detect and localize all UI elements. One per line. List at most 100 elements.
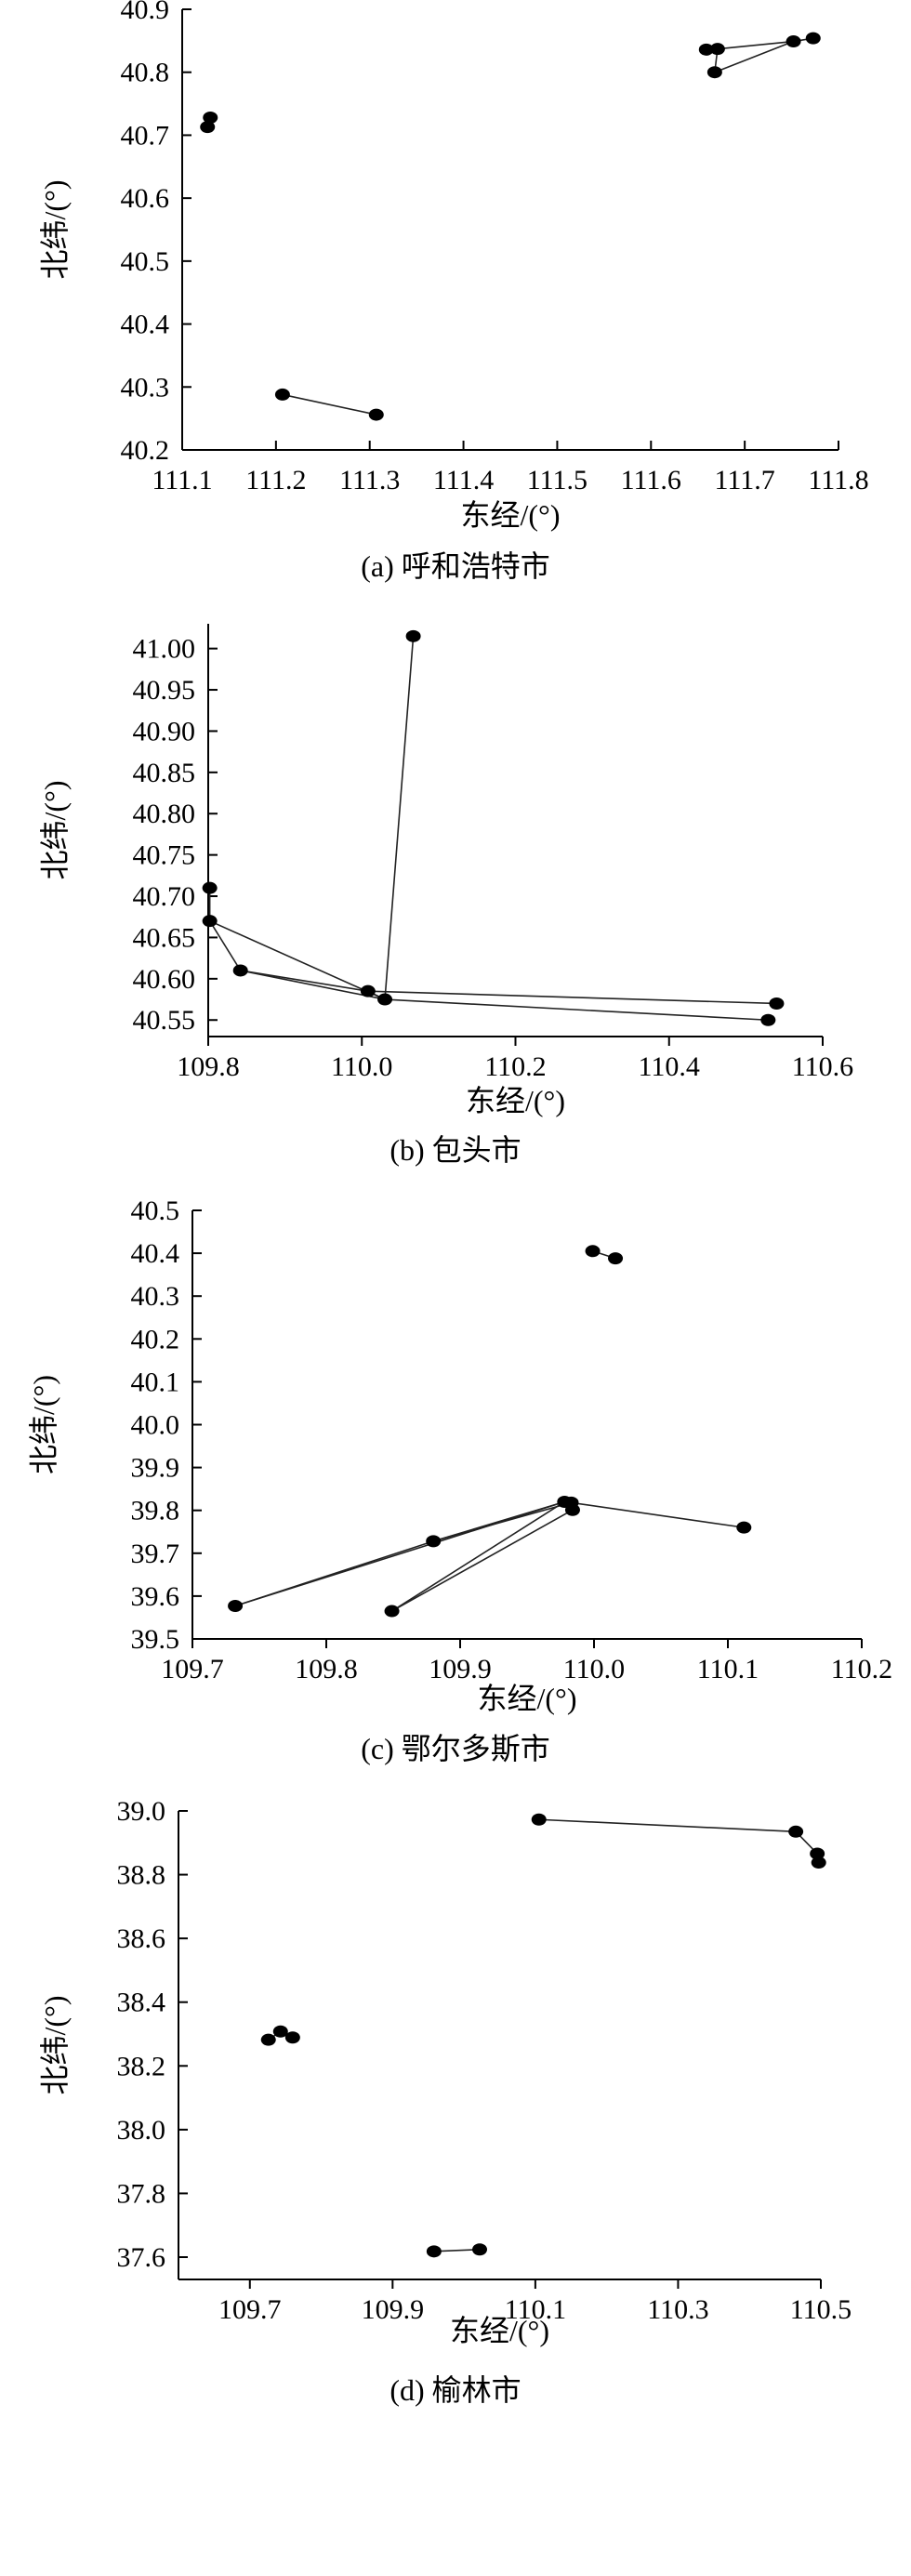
x-tick-label: 109.9 (362, 2294, 425, 2325)
data-point (608, 1252, 624, 1265)
y-tick-label: 39.0 (117, 1796, 166, 1827)
data-point (585, 1245, 601, 1258)
y-tick-label: 40.70 (133, 881, 196, 912)
data-point (368, 408, 384, 421)
y-axis-label: 北纬/(°) (27, 1375, 60, 1474)
y-tick-label: 40.1 (131, 1367, 180, 1397)
y-axis-label: 北纬/(°) (38, 179, 72, 279)
data-point (426, 2245, 442, 2258)
connection-line (717, 40, 794, 50)
x-tick-label: 111.6 (621, 465, 681, 495)
x-tick-label: 111.8 (808, 465, 868, 495)
y-tick-label: 40.3 (131, 1281, 180, 1312)
y-tick-label: 40.4 (131, 1238, 180, 1269)
y-tick-label: 40.3 (121, 372, 170, 403)
x-tick-label: 110.1 (697, 1654, 759, 1684)
y-axis-label: 北纬/(°) (38, 1995, 72, 2094)
y-tick-label: 40.2 (121, 435, 170, 466)
data-point (811, 1856, 826, 1869)
data-point (760, 1013, 776, 1026)
data-point (260, 2033, 276, 2046)
chart-b: 109.8 110.0 110.2 110.4 110.6 40.55 40.60 40.65… (38, 624, 853, 1167)
connection-line (384, 636, 415, 1000)
x-tick-label: 110.5 (790, 2294, 852, 2325)
chart-d: 109.7 109.9 110.1 110.3 110.5 37.6 37.8 38.0 38.… (38, 1796, 852, 2407)
data-point (805, 32, 821, 45)
data-point (706, 66, 722, 79)
x-tick-label: 110.2 (484, 1051, 546, 1082)
y-tick-label: 39.8 (131, 1496, 180, 1526)
x-tick-label: 111.3 (339, 465, 400, 495)
x-tick-label: 109.9 (429, 1654, 492, 1684)
data-point (384, 1605, 400, 1618)
x-tick-label: 110.3 (647, 2294, 708, 2325)
y-tick-label: 37.6 (117, 2242, 166, 2273)
x-tick-label: 110.2 (831, 1654, 892, 1684)
connection-line (240, 970, 386, 1000)
figure-caption: (b) 包头市 (389, 1133, 521, 1167)
y-tick-label: 38.4 (117, 1988, 166, 2018)
x-tick-label: 111.1 (152, 465, 212, 495)
connection-line (282, 393, 376, 416)
connection-line (391, 1509, 574, 1612)
connection-line (234, 1500, 565, 1607)
y-tick-label: 40.90 (133, 716, 196, 746)
data-point (203, 111, 218, 124)
y-tick-label: 39.6 (131, 1581, 180, 1612)
y-tick-label: 40.4 (121, 310, 170, 340)
y-tick-label: 38.6 (117, 1923, 166, 1954)
connection-line (367, 990, 777, 1005)
data-point (202, 915, 218, 928)
y-tick-label: 39.5 (131, 1624, 180, 1655)
figure-caption: (c) 鄂尔多斯市 (361, 1732, 550, 1765)
y-tick-label: 40.55 (133, 1005, 196, 1036)
x-tick-label: 109.8 (295, 1654, 358, 1684)
chart-c: 109.7 109.8 109.9 110.0 110.1 110.2 39.5 39.6 39… (27, 1196, 892, 1765)
y-tick-label: 39.9 (131, 1453, 180, 1484)
data-point (810, 1847, 825, 1860)
x-tick-label: 111.5 (527, 465, 588, 495)
y-tick-label: 40.0 (131, 1410, 180, 1441)
x-axis-label: 东经/(°) (450, 2314, 549, 2347)
connection-line (208, 920, 242, 971)
y-tick-label: 40.60 (133, 964, 196, 995)
connection-line (384, 998, 769, 1022)
data-point (769, 997, 785, 1010)
x-tick-label: 111.2 (245, 465, 306, 495)
connection-line (209, 919, 386, 1000)
data-point (472, 2243, 488, 2256)
y-tick-label: 40.85 (133, 758, 196, 788)
data-point (232, 964, 248, 977)
connection-line (432, 1501, 572, 1542)
y-axis-label: 北纬/(°) (38, 780, 72, 879)
connection-line (433, 2248, 481, 2252)
data-point (272, 2025, 288, 2038)
x-tick-label: 110.6 (792, 1051, 853, 1082)
x-tick-label: 109.7 (161, 1654, 224, 1684)
y-tick-label: 40.75 (133, 840, 196, 871)
connection-line (240, 970, 368, 992)
data-point (202, 881, 218, 894)
y-tick-label: 40.2 (131, 1324, 180, 1354)
data-point (274, 388, 290, 401)
x-tick-label: 109.7 (218, 2294, 282, 2325)
x-axis-label: 东经/(°) (466, 1084, 565, 1117)
data-point (698, 43, 714, 56)
y-tick-label: 40.5 (121, 246, 170, 277)
data-point (564, 1503, 580, 1516)
data-point (788, 1825, 804, 1838)
connection-line (714, 40, 794, 73)
y-tick-label: 38.8 (117, 1860, 166, 1891)
data-point (531, 1813, 547, 1826)
y-tick-label: 40.5 (131, 1196, 180, 1226)
x-tick-label: 110.0 (331, 1051, 392, 1082)
connection-line (571, 1501, 745, 1528)
y-tick-label: 40.80 (133, 799, 196, 829)
data-point (377, 993, 393, 1006)
data-point (405, 629, 421, 642)
y-tick-label: 40.65 (133, 922, 196, 953)
y-tick-label: 40.7 (121, 120, 170, 151)
data-point (736, 1521, 752, 1534)
x-tick-label: 110.4 (639, 1051, 700, 1082)
